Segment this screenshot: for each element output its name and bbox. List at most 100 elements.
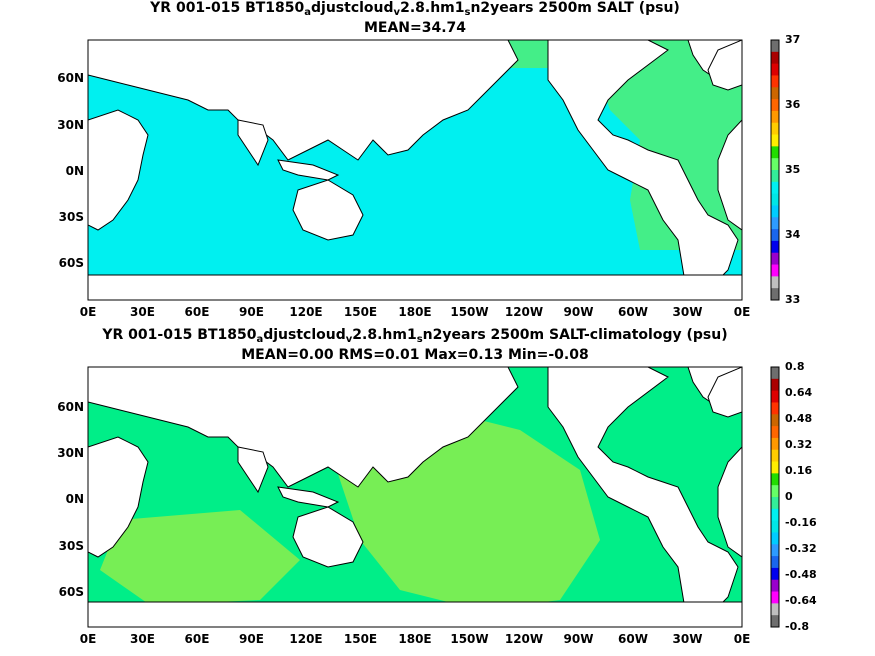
bottom-colorbar-swatch — [771, 591, 779, 604]
bottom-colorbar-tick-6: -0.16 — [785, 516, 817, 529]
bottom-ylabel-0n: 0N — [65, 492, 84, 506]
top-colorbar-swatch — [771, 217, 779, 230]
top-colorbar-swatch — [771, 122, 779, 136]
bottom-anomaly-indian — [100, 510, 300, 605]
top-panel-subtitle: MEAN=34.74 — [363, 20, 467, 36]
top-colorbar-frame — [770, 39, 780, 301]
top-xlabel-8: 120W — [504, 305, 544, 319]
bottom-colorbar-frame — [770, 366, 780, 628]
top-xlabel-12: 0E — [733, 305, 751, 319]
top-colorbar-tick-3: 34 — [785, 228, 801, 241]
bottom-xlabel-7: 150W — [450, 632, 489, 646]
top-ylabel-30n: 30N — [57, 118, 84, 132]
bottom-colorbar-swatch — [771, 520, 779, 533]
bottom-colorbar-swatch — [771, 390, 779, 403]
bottom-colorbar-swatch — [771, 426, 779, 439]
top-ylabel-60s: 60S — [58, 256, 84, 270]
bottom-colorbar-swatch — [771, 615, 779, 628]
bottom-xlabel-1: 30E — [130, 632, 155, 646]
bottom-colorbar-swatch — [771, 378, 779, 392]
top-xlabel-1: 30E — [130, 305, 155, 319]
top-xlabel-5: 150E — [343, 305, 378, 319]
bottom-colorbar-swatch — [771, 556, 779, 569]
top-map-frame — [87, 39, 743, 301]
top-xlabel-6: 180E — [398, 305, 432, 319]
bottom-colorbar-tick-5: 0 — [785, 490, 793, 503]
bottom-colorbar-tick-9: -0.64 — [785, 594, 817, 607]
bottom-ylabel-60n: 60N — [57, 400, 84, 414]
top-xlabel-9: 90W — [563, 305, 594, 319]
bottom-xlabel-3: 90E — [239, 632, 264, 646]
top-colorbar-swatch — [771, 134, 779, 147]
bottom-colorbar-tick-2: 0.48 — [785, 412, 813, 425]
top-colorbar-swatch — [771, 170, 779, 183]
top-ylabel-60n: 60N — [57, 71, 84, 85]
top-colorbar-swatch — [771, 158, 779, 171]
top-colorbar-swatch — [771, 40, 779, 53]
top-colorbar-swatch — [771, 229, 779, 242]
bottom-xlabel-4: 120E — [289, 632, 323, 646]
bottom-colorbar-swatch — [771, 437, 779, 451]
top-colorbar-tick-1: 36 — [785, 98, 801, 111]
top-colorbar-tick-0: 37 — [785, 33, 801, 46]
bottom-xlabel-11: 30W — [672, 632, 703, 646]
bottom-ylabel-30n: 30N — [57, 446, 84, 460]
bottom-colorbar-tick-1: 0.64 — [785, 386, 813, 399]
top-xlabel-0: 0E — [79, 305, 97, 319]
bottom-xlabel-9: 90W — [563, 632, 594, 646]
top-ylabel-0n: 0N — [65, 164, 84, 178]
top-atlantic-field — [600, 40, 742, 250]
bottom-colorbar-swatch — [771, 414, 779, 427]
top-colorbar-tick-2: 35 — [785, 163, 801, 176]
bottom-colorbar-tick-0: 0.8 — [785, 360, 805, 373]
top-panel-title: YR 001-015 BT1850adjustcloudv2.8.hm1sn2y… — [150, 0, 680, 18]
top-colorbar-tick-4: 33 — [785, 293, 801, 306]
bottom-xlabel-2: 60E — [184, 632, 210, 646]
bottom-colorbar-swatch — [771, 532, 779, 545]
bottom-colorbar-swatch — [771, 449, 779, 463]
bottom-colorbar-swatch — [771, 473, 779, 486]
bottom-colorbar-swatch — [771, 544, 779, 557]
top-colorbar-swatch — [771, 264, 779, 277]
bottom-colorbar — [770, 366, 780, 628]
bottom-map-frame — [87, 366, 743, 628]
bottom-colorbar-swatch — [771, 485, 779, 498]
bottom-xlabel-0: 0E — [79, 632, 97, 646]
bottom-map — [88, 367, 742, 627]
bottom-colorbar-tick-4: 0.16 — [785, 464, 813, 477]
top-colorbar-swatch — [771, 75, 779, 88]
top-colorbar-swatch — [771, 252, 779, 266]
bottom-colorbar-tick-10: -0.8 — [785, 620, 810, 633]
bottom-ylabel-30s: 30S — [58, 539, 84, 553]
bottom-xlabel-12: 0E — [733, 632, 751, 646]
top-colorbar-swatch — [771, 288, 779, 301]
bottom-colorbar-tick-7: -0.32 — [785, 542, 817, 555]
bottom-colorbar-tick-8: -0.48 — [785, 568, 817, 581]
top-ylabel-30s: 30S — [58, 210, 84, 224]
top-xlabel-10: 60W — [618, 305, 648, 319]
bottom-colorbar-swatch — [771, 497, 779, 510]
bottom-colorbar-swatch — [771, 461, 779, 474]
bottom-xlabel-10: 60W — [618, 632, 648, 646]
top-xlabel-4: 120E — [289, 305, 323, 319]
top-colorbar-swatch — [771, 205, 779, 218]
bottom-panel-title: YR 001-015 BT1850adjustcloudv2.8.hm1sn2y… — [102, 327, 728, 345]
top-colorbar-swatch — [771, 51, 779, 65]
top-colorbar-swatch — [771, 63, 779, 76]
bottom-colorbar-tick-3: 0.32 — [785, 438, 813, 451]
top-xlabel-11: 30W — [672, 305, 703, 319]
top-colorbar-swatch — [771, 240, 779, 254]
bottom-colorbar-swatch — [771, 603, 779, 616]
bottom-xlabel-5: 150E — [343, 632, 378, 646]
top-xlabel-2: 60E — [184, 305, 210, 319]
bottom-colorbar-swatch — [771, 579, 779, 593]
top-colorbar-swatch — [771, 87, 779, 100]
top-colorbar-swatch — [771, 276, 779, 289]
top-colorbar-swatch — [771, 99, 779, 112]
top-xlabel-3: 90E — [239, 305, 264, 319]
top-colorbar — [770, 39, 780, 301]
bottom-colorbar-swatch — [771, 508, 779, 522]
top-colorbar-swatch — [771, 193, 779, 206]
bottom-xlabel-6: 180E — [398, 632, 432, 646]
